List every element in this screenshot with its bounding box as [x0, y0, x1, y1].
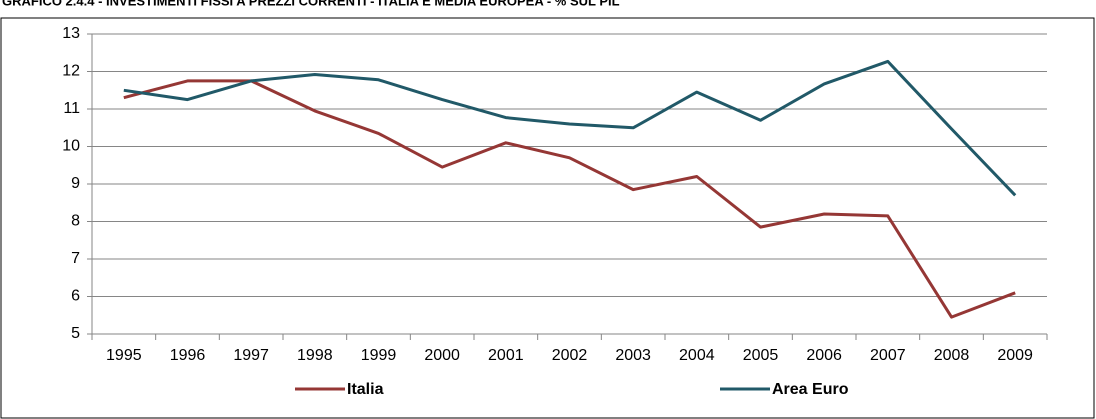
y-tick-label: 8 — [71, 213, 80, 230]
x-tick-label: 2002 — [552, 347, 588, 364]
x-tick-label: 1995 — [106, 347, 142, 364]
x-tick-label: 2007 — [870, 347, 906, 364]
y-tick-label: 13 — [62, 25, 80, 42]
x-tick-label: 2003 — [615, 347, 651, 364]
x-tick-label: 2000 — [424, 347, 460, 364]
chart-title: GRAFICO 2.4.4 - INVESTIMENTI FISSI A PRE… — [2, 0, 620, 8]
y-tick-label: 11 — [63, 100, 80, 117]
x-tick-label: 1999 — [361, 347, 397, 364]
x-tick-label: 2004 — [679, 347, 715, 364]
x-tick-label: 1996 — [170, 347, 206, 364]
series-line — [123, 79, 1016, 319]
x-tick-label: 2005 — [743, 347, 779, 364]
legend-label: Area Euro — [772, 381, 849, 398]
y-tick-label: 9 — [71, 175, 80, 192]
series-line — [123, 59, 1017, 197]
x-tick-label: 2008 — [934, 347, 970, 364]
y-tick-label: 10 — [62, 138, 80, 155]
x-tick-label: 1997 — [233, 347, 269, 364]
x-tick-label: 2001 — [488, 347, 524, 364]
x-tick-label: 2009 — [997, 347, 1033, 364]
y-tick-label: 6 — [71, 288, 80, 305]
legend-label: Italia — [347, 381, 384, 398]
chart-border — [0, 17, 1095, 419]
x-tick-label: 1998 — [297, 347, 333, 364]
x-tick-label: 2006 — [806, 347, 842, 364]
y-tick-label: 5 — [71, 325, 80, 342]
y-tick-label: 12 — [62, 63, 80, 80]
y-tick-label: 7 — [71, 250, 80, 267]
